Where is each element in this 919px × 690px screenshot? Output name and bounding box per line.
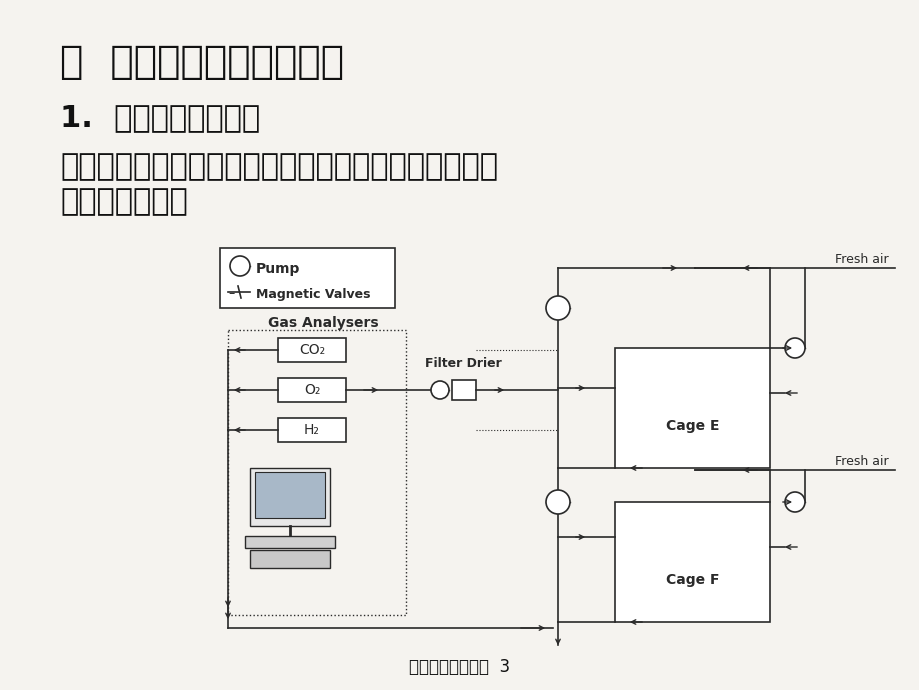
Bar	[255, 472, 324, 518]
Text: Cage F: Cage F	[665, 573, 719, 587]
Text: 二  氧的作用与生物的适应: 二 氧的作用与生物的适应	[60, 43, 344, 81]
Circle shape	[230, 256, 250, 276]
Circle shape	[545, 490, 570, 514]
Bar	[614, 348, 769, 468]
Text: O₂: O₂	[303, 383, 320, 397]
Bar	[220, 248, 394, 308]
Bar	[244, 536, 335, 548]
Text: 生物与大气的关系  3: 生物与大气的关系 3	[409, 658, 510, 676]
Bar	[228, 330, 405, 615]
Text: Gas Analysers: Gas Analysers	[267, 316, 379, 330]
Text: 大于水生动物。: 大于水生动物。	[60, 187, 187, 216]
Circle shape	[784, 338, 804, 358]
Text: Pump: Pump	[255, 262, 300, 276]
Bar	[614, 502, 769, 622]
Circle shape	[430, 381, 448, 399]
Bar	[250, 550, 330, 568]
Bar	[250, 468, 330, 526]
Text: Magnetic Valves: Magnetic Valves	[255, 288, 370, 301]
Circle shape	[545, 296, 570, 320]
Bar	[278, 378, 346, 402]
Text: 1.  氧与动物能量代谢: 1. 氧与动物能量代谢	[60, 103, 260, 132]
Bar	[278, 418, 346, 442]
Text: CO₂: CO₂	[299, 343, 324, 357]
Text: Filter Drier: Filter Drier	[425, 357, 501, 370]
Text: H₂: H₂	[304, 423, 320, 437]
Text: Fresh air: Fresh air	[834, 253, 888, 266]
Circle shape	[784, 492, 804, 512]
Text: Fresh air: Fresh air	[834, 455, 888, 468]
Bar	[278, 338, 346, 362]
Bar	[451, 380, 475, 400]
Text: 动物生存必须依靠食物氧化产生的能量。陆生动物耗能: 动物生存必须依靠食物氧化产生的能量。陆生动物耗能	[60, 152, 497, 181]
Text: Cage E: Cage E	[665, 419, 719, 433]
Text: –: –	[228, 288, 234, 301]
